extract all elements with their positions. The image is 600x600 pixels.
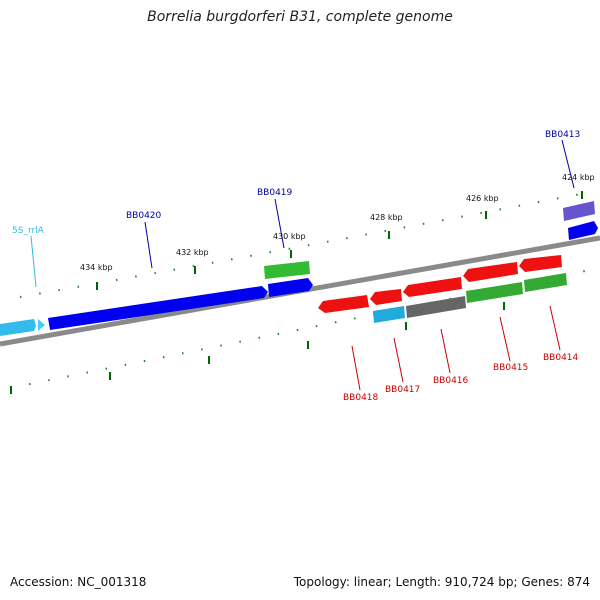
label-bb0419[interactable]: BB0419 xyxy=(257,188,293,198)
gene-arrow-bb0420[interactable] xyxy=(48,286,268,330)
forward-genes xyxy=(0,201,598,336)
gene-arrow-bb0416[interactable] xyxy=(403,277,462,297)
tick-label-426: 426 kbp xyxy=(466,194,499,203)
tick-label-432: 432 kbp xyxy=(176,248,209,257)
label-bb0415[interactable]: BB0415 xyxy=(493,363,528,373)
label-bb0414[interactable]: BB0414 xyxy=(543,353,579,363)
leader-bb0418 xyxy=(351,345,361,391)
genome-summary-text: Topology: linear; Length: 910,724 bp; Ge… xyxy=(293,575,590,589)
leader-bb0415 xyxy=(499,316,511,362)
leader-bb0413 xyxy=(561,139,575,189)
gene-arrow-bb0419[interactable] xyxy=(268,278,313,297)
reverse-genes xyxy=(318,255,567,323)
label-bb0413[interactable]: BB0413 xyxy=(545,130,580,140)
gene-arrow-bb0413-purple[interactable] xyxy=(563,201,595,221)
label-bb0418[interactable]: BB0418 xyxy=(343,393,379,403)
tick-label-434: 434 kbp xyxy=(80,263,113,272)
leader-5s-rrla xyxy=(30,235,37,288)
tick-label-428: 428 kbp xyxy=(370,213,403,222)
gene-block-cyan[interactable] xyxy=(373,306,405,323)
leader-bb0416 xyxy=(440,328,451,374)
leader-lines xyxy=(30,139,575,391)
label-bb0416[interactable]: BB0416 xyxy=(433,376,469,386)
gene-arrow-bb0413[interactable] xyxy=(568,221,598,240)
tick-label-430: 430 kbp xyxy=(273,232,306,241)
leader-bb0417 xyxy=(393,337,404,383)
tick-label-424: 424 kbp xyxy=(562,173,595,182)
gene-arrow-bb0417[interactable] xyxy=(370,289,402,305)
gene-arrow-5s-rrla[interactable] xyxy=(0,319,36,336)
major-ticks xyxy=(10,191,583,394)
gene-arrow-bb0419-green[interactable] xyxy=(264,261,310,279)
gene-block-green-1[interactable] xyxy=(466,282,523,303)
gene-block-gray[interactable] xyxy=(406,296,466,318)
gene-arrow-bb0414[interactable] xyxy=(519,255,562,272)
leader-bb0414 xyxy=(549,305,561,351)
gene-arrow-5s-rrla-tip[interactable] xyxy=(38,319,45,331)
label-bb0420[interactable]: BB0420 xyxy=(126,211,162,221)
label-bb0417[interactable]: BB0417 xyxy=(385,385,420,395)
leader-bb0420 xyxy=(144,221,153,269)
leader-bb0419 xyxy=(274,198,285,249)
genome-title: Borrelia burgdorferi B31, complete genom… xyxy=(147,9,453,25)
gene-arrow-bb0415[interactable] xyxy=(463,262,518,282)
gene-block-green-2[interactable] xyxy=(524,273,567,292)
accession-text: Accession: NC_001318 xyxy=(10,575,147,589)
label-5s-rrla[interactable]: 5S_rrlA xyxy=(12,226,45,236)
gene-arrow-bb0418[interactable] xyxy=(318,295,369,313)
